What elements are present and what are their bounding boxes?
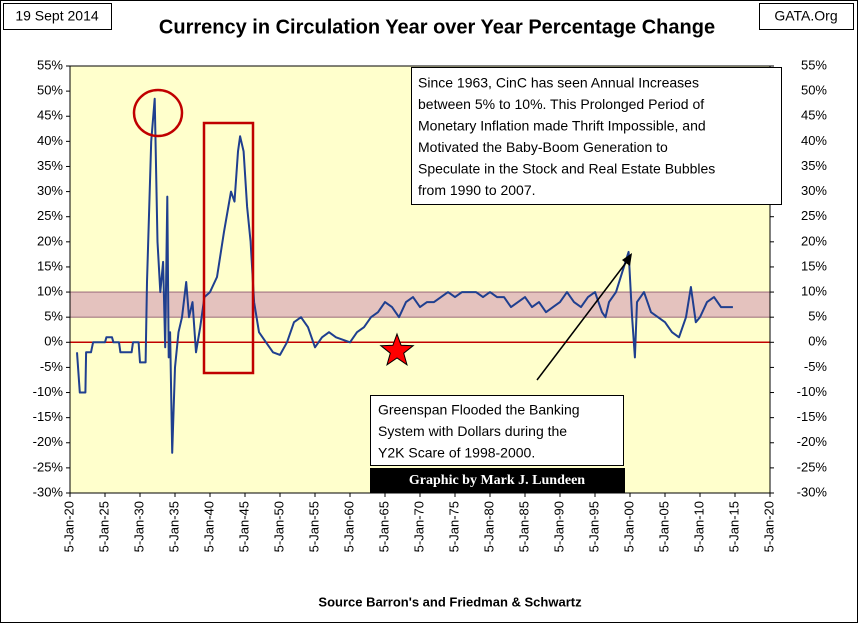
y2-tick-label: 40% — [801, 133, 827, 148]
y2-tick-label: 20% — [801, 233, 827, 248]
y2-tick-label: 0% — [808, 334, 827, 349]
y2-tick-label: 50% — [801, 83, 827, 98]
x-tick-label: 5-Jan-70 — [411, 501, 426, 552]
x-tick-label: 5-Jan-90 — [551, 501, 566, 552]
y-tick-label: 25% — [37, 208, 63, 223]
x-tick-label: 5-Jan-95 — [586, 501, 601, 552]
y-tick-label: 55% — [37, 57, 63, 72]
annotation-line: Since 1963, CinC has seen Annual Increas… — [418, 75, 699, 91]
x-tick-label: 5-Jan-30 — [131, 501, 146, 552]
y-tick-label: 20% — [37, 233, 63, 248]
annotation-box — [370, 395, 624, 466]
target-band — [69, 291, 771, 318]
y2-tick-label: 10% — [801, 283, 827, 298]
x-tick-label: 5-Jan-45 — [236, 501, 251, 552]
y2-tick-label: -10% — [797, 384, 828, 399]
y-tick-label: 15% — [37, 258, 63, 273]
war-box — [202, 121, 255, 375]
x-tick-label: 5-Jan-75 — [446, 501, 461, 552]
x-tick-label: 5-Jan-05 — [656, 501, 671, 552]
x-tick-label: 5-Jan-55 — [306, 501, 321, 552]
y2-tick-label: -25% — [797, 459, 828, 474]
site-box — [759, 3, 854, 30]
y-tick-label: 45% — [37, 108, 63, 123]
y-tick-label: -25% — [33, 459, 64, 474]
y-tick-label: 10% — [37, 283, 63, 298]
date-label: 19 Sept 2014 — [15, 8, 99, 24]
y2-tick-label: 25% — [801, 208, 827, 223]
y2-tick-label: 55% — [801, 57, 827, 72]
y2-tick-label: -5% — [804, 359, 828, 374]
y-tick-label: -5% — [40, 359, 64, 374]
x-tick-label: 5-Jan-20 — [61, 501, 76, 552]
x-tick-label: 5-Jan-35 — [166, 501, 181, 552]
annotation-box — [411, 67, 782, 205]
arrow-line — [536, 259, 629, 381]
y2-tick-label: -30% — [797, 484, 828, 499]
y-tick-label: -30% — [33, 484, 64, 499]
credit: Graphic by Mark J. Lundeen — [409, 473, 585, 488]
x-tick-label: 5-Jan-40 — [201, 501, 216, 552]
x-tick-label: 5-Jan-15 — [726, 501, 741, 552]
x-tick-label: 5-Jan-00 — [621, 501, 636, 552]
y2-tick-label: 30% — [801, 183, 827, 198]
annotation-line: Motivated the Baby-Boom Generation to — [418, 139, 668, 155]
y-tick-label: 30% — [37, 183, 63, 198]
x-tick-label: 5-Jan-20 — [761, 501, 776, 552]
star — [379, 332, 415, 366]
y2-tick-label: -20% — [797, 434, 828, 449]
y-tick-label: 50% — [37, 83, 63, 98]
annotation-line: Speculate in the Stock and Real Estate B… — [418, 161, 715, 177]
x-tick-label: 5-Jan-10 — [691, 501, 706, 552]
x-tick-label: 5-Jan-50 — [271, 501, 286, 552]
y-tick-label: -10% — [33, 384, 64, 399]
y-tick-label: 35% — [37, 158, 63, 173]
source: Source Barron's and Friedman & Schwartz — [318, 594, 582, 609]
x-tick-label: 5-Jan-85 — [516, 501, 531, 552]
y-tick-label: -20% — [33, 434, 64, 449]
y2-tick-label: -15% — [797, 409, 828, 424]
x-tick-label: 5-Jan-25 — [96, 501, 111, 552]
arrow-head — [622, 253, 632, 266]
y2-tick-label: 45% — [801, 108, 827, 123]
y2-tick-label: 15% — [801, 258, 827, 273]
y2-tick-label: 5% — [808, 309, 827, 324]
x-tick-label: 5-Jan-60 — [341, 501, 356, 552]
y-tick-label: 40% — [37, 133, 63, 148]
annotation-line: from 1990 to 2007. — [418, 182, 536, 198]
annotation-line: Y2K Scare of 1998-2000. — [378, 445, 535, 461]
credit-box — [370, 468, 625, 493]
series-line — [76, 97, 733, 454]
annotation-line: System with Dollars during the — [378, 423, 567, 439]
y-tick-label: 5% — [44, 309, 63, 324]
x-tick-label: 5-Jan-80 — [481, 501, 496, 552]
site-label: GATA.Org — [774, 8, 837, 24]
annotation-line: Monetary Inflation made Thrift Impossibl… — [418, 118, 706, 134]
chart-title: Currency in Circulation Year over Year P… — [159, 16, 715, 38]
annotation-line: between 5% to 10%. This Prolonged Period… — [418, 96, 704, 112]
x-tick-label: 5-Jan-65 — [376, 501, 391, 552]
y2-tick-label: 35% — [801, 158, 827, 173]
peak-circle — [132, 88, 184, 138]
y-tick-label: 0% — [44, 334, 63, 349]
annotation-line: Greenspan Flooded the Banking — [378, 402, 580, 418]
date-box — [3, 3, 112, 30]
y-tick-label: -15% — [33, 409, 64, 424]
